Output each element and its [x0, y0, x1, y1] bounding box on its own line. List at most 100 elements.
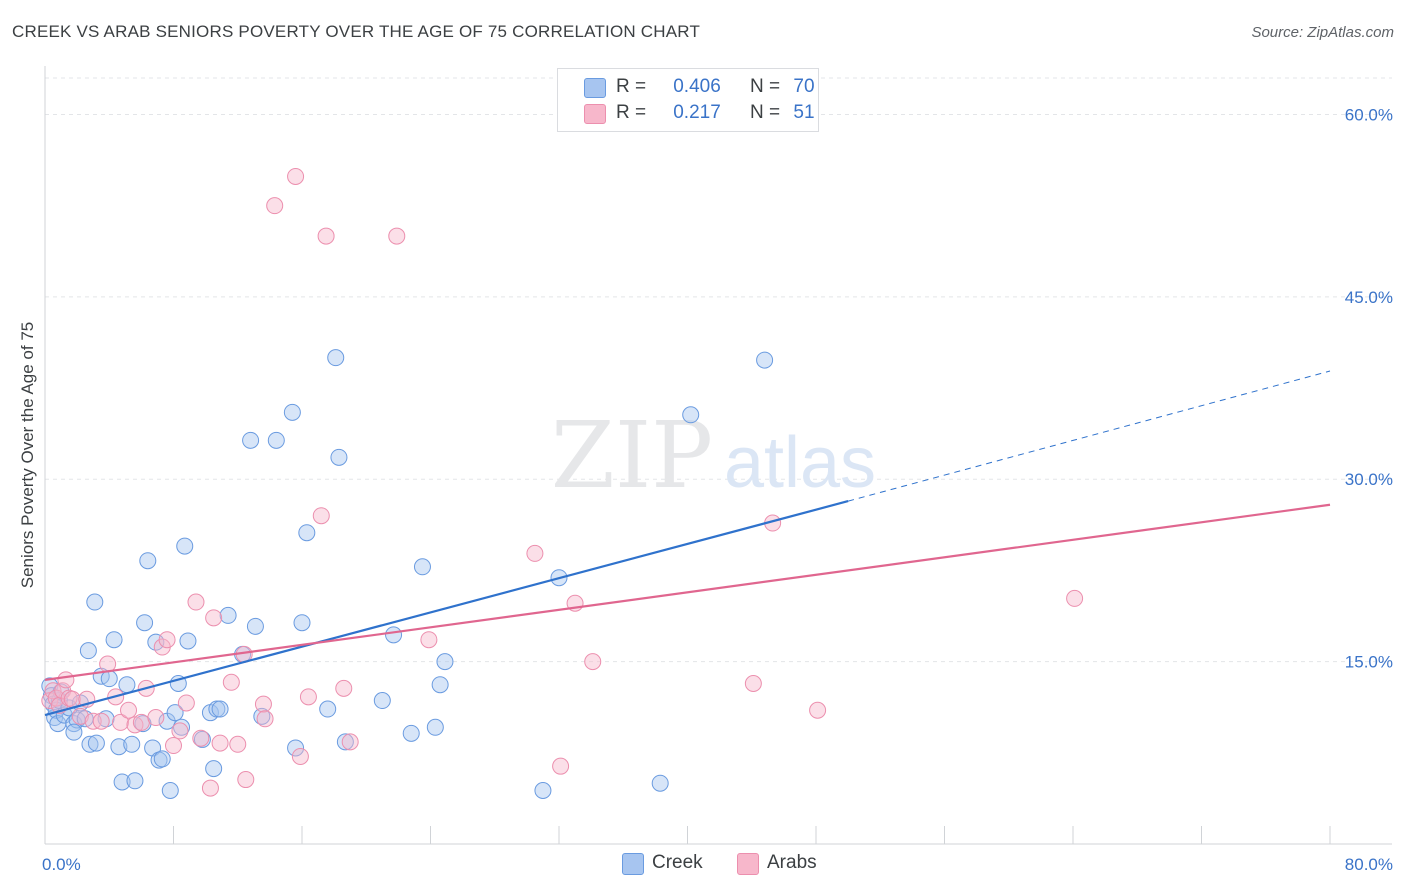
n-value: 51: [793, 102, 815, 123]
arabs-point: [254, 695, 272, 713]
arabs-point: [92, 712, 110, 730]
creek-point: [100, 670, 118, 688]
arabs-point: [317, 227, 335, 245]
arabs-point: [335, 679, 353, 697]
creek-point: [319, 700, 337, 718]
y-tick-label: 15.0%: [1345, 653, 1393, 672]
chart-title: CREEK VS ARAB SENIORS POVERTY OVER THE A…: [12, 22, 701, 41]
creek-swatch: [584, 78, 606, 98]
creek-point: [336, 733, 354, 751]
creek-point: [267, 431, 285, 449]
arabs-point: [54, 682, 72, 700]
arabs-point: [222, 673, 240, 691]
creek-point: [402, 724, 420, 742]
creek-point: [253, 707, 271, 725]
arabs-point: [187, 593, 205, 611]
arabs-swatch: [737, 853, 759, 875]
creek-point: [211, 700, 229, 718]
arabs-point: [192, 729, 210, 747]
arabs-point: [287, 167, 305, 185]
creek-point: [86, 593, 104, 611]
creek-point: [139, 552, 157, 570]
creek-point: [79, 642, 97, 660]
creek-point: [651, 774, 669, 792]
watermark-zip: ZIP: [551, 402, 713, 509]
creek-point: [436, 653, 454, 671]
creek-point: [413, 558, 431, 576]
arabs-point: [158, 631, 176, 649]
arabs-point: [420, 631, 438, 649]
arabs-point: [132, 713, 150, 731]
arabs-point: [1066, 589, 1084, 607]
creek-point: [113, 773, 131, 791]
y-tick-label: 45.0%: [1345, 288, 1393, 307]
arabs-point: [165, 737, 182, 755]
x-tick-label-max: 80.0%: [1345, 855, 1393, 874]
arabs-point: [63, 690, 81, 708]
creek-point: [426, 718, 444, 736]
r-label: R =: [616, 102, 647, 123]
creek-point: [373, 692, 391, 710]
r-value: 0.406: [673, 76, 721, 97]
creek-point: [153, 750, 171, 768]
arabs-point: [201, 779, 219, 797]
creek-point: [283, 403, 301, 421]
arabs-point: [171, 722, 189, 740]
legend-label: Creek: [652, 852, 703, 873]
arabs-point: [312, 507, 330, 525]
r-label: R =: [616, 76, 647, 97]
creek-trend-extension: [847, 370, 1331, 502]
creek-trend-line: [44, 500, 849, 717]
arabs-point: [552, 757, 570, 775]
watermark: ZIP atlas: [551, 402, 876, 509]
gridlines: [45, 77, 1392, 663]
arabs-point: [299, 688, 317, 706]
creek-point: [110, 738, 128, 756]
arabs-point: [111, 713, 129, 731]
creek-point: [65, 723, 83, 741]
creek-point: [327, 349, 345, 367]
creek-point: [123, 735, 141, 753]
y-tick-label: 60.0%: [1345, 105, 1393, 124]
arabs-point: [526, 544, 544, 562]
creek-point: [534, 782, 552, 800]
creek-point: [287, 739, 305, 757]
arabs-point: [126, 716, 144, 734]
arabs-point: [388, 227, 406, 245]
creek-point: [166, 704, 184, 722]
arabs-point: [229, 735, 247, 753]
arabs-point: [147, 709, 165, 727]
creek-point: [385, 626, 403, 644]
y-tick-label: 30.0%: [1345, 470, 1393, 489]
r-value: 0.217: [673, 102, 721, 123]
creek-point: [205, 760, 223, 778]
arabs-point: [584, 653, 602, 671]
creek-point: [431, 676, 449, 694]
watermark-atlas: atlas: [724, 423, 876, 503]
creek-point: [176, 537, 194, 555]
arabs-point: [205, 609, 223, 627]
arabs-point: [266, 197, 284, 215]
data-points: [41, 167, 1084, 800]
creek-point: [682, 406, 700, 424]
creek-point: [219, 606, 237, 624]
creek-point: [756, 351, 774, 369]
creek-point: [330, 448, 348, 466]
arabs-swatch: [584, 104, 606, 124]
creek-point: [118, 676, 136, 694]
arabs-point: [120, 701, 138, 719]
creek-point: [105, 631, 123, 649]
creek-point: [298, 524, 316, 542]
arabs-trend-line: [44, 503, 1331, 681]
creek-point: [161, 782, 179, 800]
creek-point: [87, 734, 105, 752]
creek-point: [81, 735, 99, 753]
creek-point: [126, 772, 144, 790]
creek-point: [179, 632, 197, 650]
axes: [44, 66, 1392, 845]
creek-point: [136, 614, 154, 632]
arabs-point: [809, 701, 827, 719]
y-axis-label: Seniors Poverty Over the Age of 75: [18, 321, 37, 589]
source-label: Source: ZipAtlas.com: [1251, 24, 1394, 41]
